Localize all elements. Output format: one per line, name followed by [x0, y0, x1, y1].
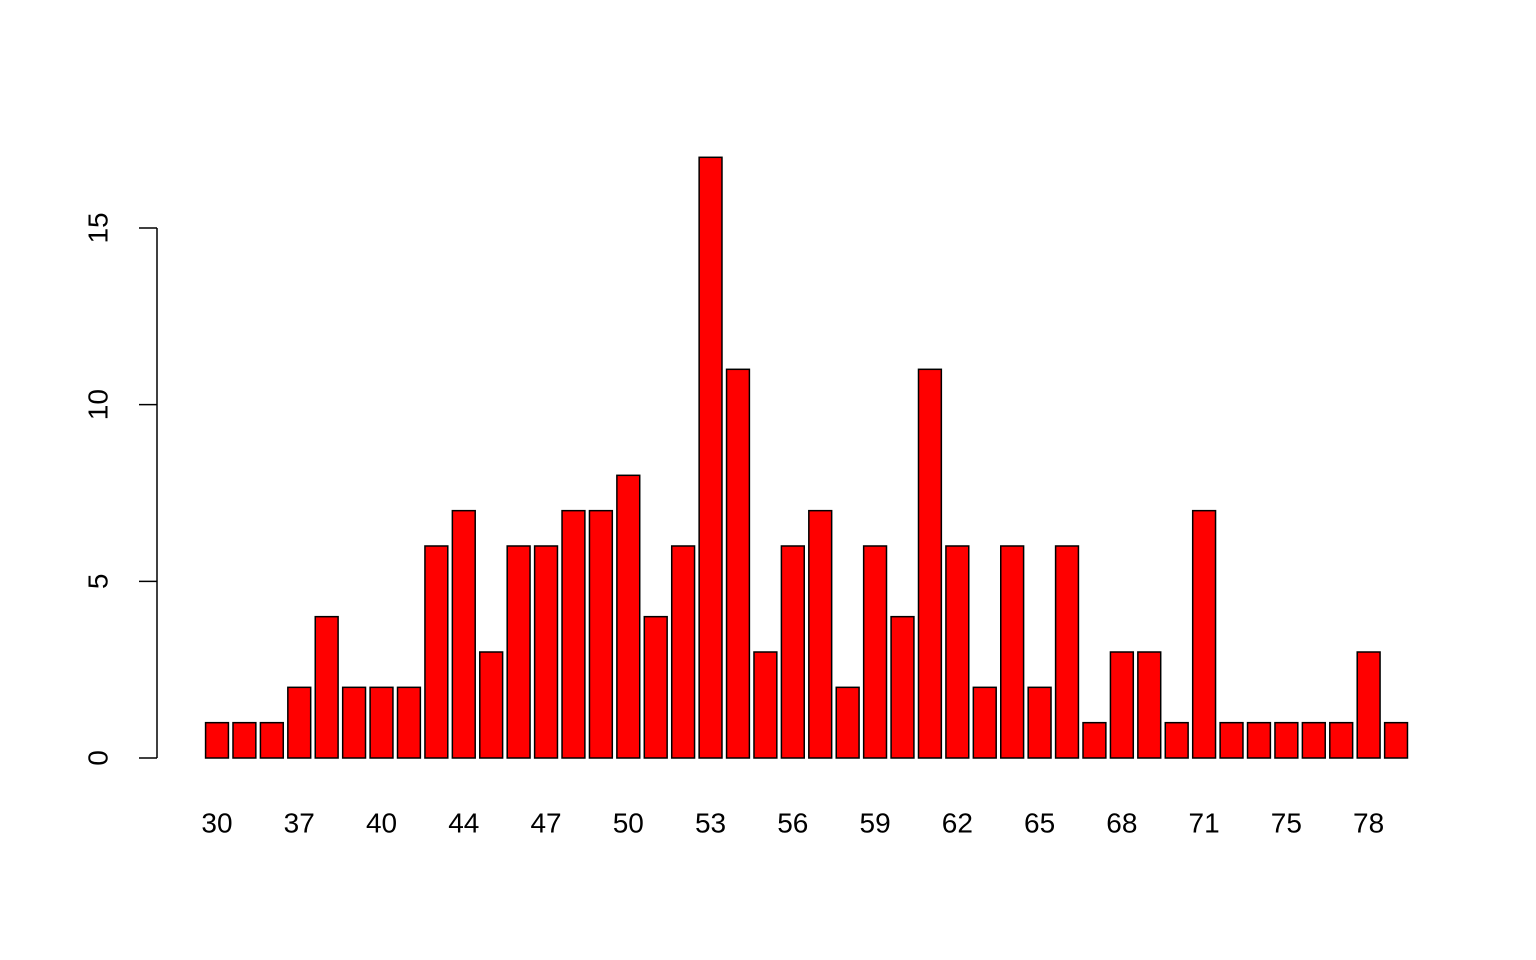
- x-tick-label: 50: [613, 807, 644, 838]
- x-tick-label: 53: [695, 807, 726, 838]
- bar: [314, 615, 339, 759]
- x-tick-label: 30: [201, 807, 232, 838]
- bar: [753, 651, 778, 759]
- bar: [287, 686, 312, 759]
- x-tick-label: 37: [284, 807, 315, 838]
- bar: [1356, 651, 1381, 759]
- bar: [1191, 509, 1217, 759]
- bar: [808, 509, 833, 759]
- bar: [835, 686, 860, 759]
- x-tick-label: 75: [1271, 807, 1302, 838]
- x-tick-label: 56: [777, 807, 808, 838]
- y-tick-label: 15: [82, 212, 113, 243]
- y-tick-label: 0: [82, 750, 113, 766]
- bar: [396, 686, 422, 759]
- bar: [424, 545, 449, 759]
- bar: [1137, 651, 1162, 759]
- bar: [725, 368, 751, 759]
- bar: [1000, 545, 1025, 759]
- bar: [616, 474, 641, 759]
- x-tick-label: 44: [448, 807, 479, 838]
- bar: [588, 509, 614, 759]
- x-tick-label: 47: [530, 807, 561, 838]
- bar: [451, 509, 476, 759]
- bar: [972, 686, 997, 759]
- bar: [1329, 721, 1354, 759]
- bar: [1246, 721, 1272, 759]
- bar: [780, 545, 805, 759]
- bar: [862, 545, 888, 759]
- bar: [643, 615, 668, 759]
- bar: [1219, 721, 1244, 759]
- bar: [670, 545, 696, 759]
- x-tick-label: 71: [1189, 807, 1220, 838]
- bar: [1164, 721, 1189, 759]
- x-tick-label: 40: [366, 807, 397, 838]
- bar: [561, 509, 586, 759]
- bar: [1027, 686, 1052, 759]
- bar: [259, 721, 285, 759]
- bar: [506, 545, 531, 759]
- bar: [1109, 651, 1135, 759]
- bar: [1301, 721, 1326, 759]
- bar: [1274, 721, 1299, 759]
- bar: [533, 545, 559, 759]
- bar: [917, 368, 943, 759]
- bar: [945, 545, 970, 759]
- bar: [369, 686, 394, 759]
- bar: [232, 721, 257, 759]
- x-tick-label: 65: [1024, 807, 1055, 838]
- bar: [341, 686, 367, 759]
- bar: [1054, 545, 1080, 759]
- x-tick-label: 78: [1353, 807, 1384, 838]
- bar: [698, 156, 723, 759]
- bar: [204, 721, 230, 759]
- bar: [1082, 721, 1107, 759]
- x-tick-label: 68: [1106, 807, 1137, 838]
- x-tick-label: 59: [860, 807, 891, 838]
- y-tick-label: 5: [82, 574, 113, 590]
- x-tick-label: 62: [942, 807, 973, 838]
- bar: [890, 615, 915, 759]
- bar: [1383, 721, 1409, 759]
- y-tick-label: 10: [82, 389, 113, 420]
- bar: [479, 651, 504, 759]
